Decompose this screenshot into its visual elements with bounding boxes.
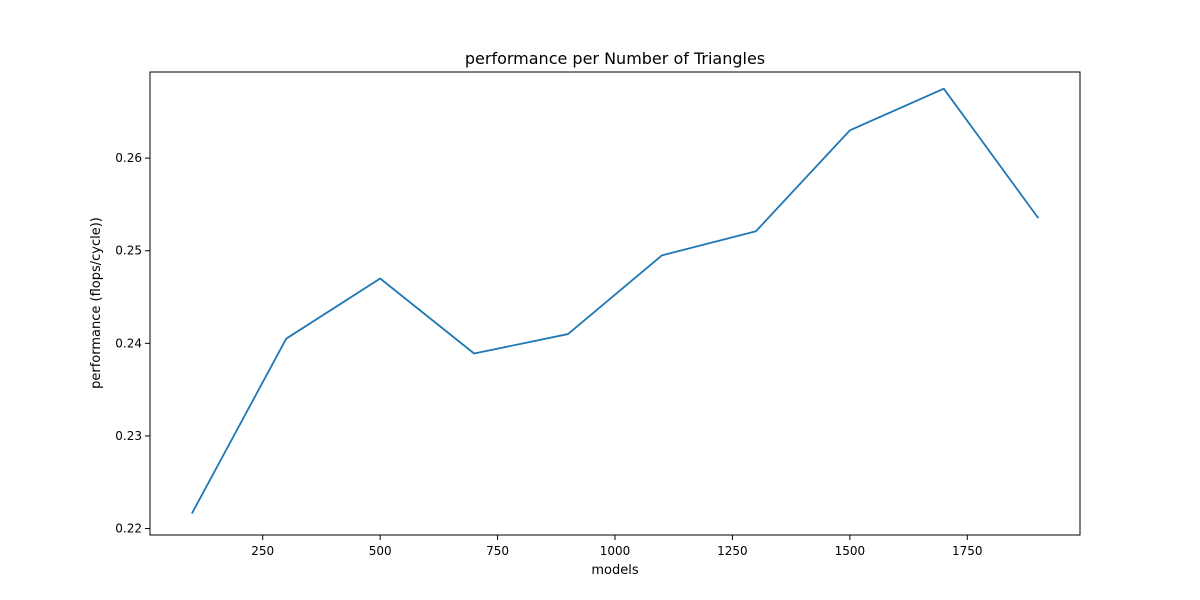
y-tick-label: 0.22 [115, 522, 142, 536]
plot-frame [149, 71, 1081, 536]
y-axis-label: performance (flops/cycle)) [89, 217, 104, 389]
y-tick-label: 0.25 [115, 244, 142, 258]
x-tick-label: 750 [486, 544, 509, 558]
y-tick-label: 0.26 [115, 151, 142, 165]
x-axis-label: models [591, 563, 638, 578]
x-axis-ticks: 250 500 750 1000 1250 1500 1750 [251, 535, 983, 558]
y-axis-ticks: 0.22 0.23 0.24 0.25 0.26 [115, 151, 150, 536]
chart-title: performance per Number of Triangles [465, 49, 765, 68]
x-tick-label: 250 [251, 544, 274, 558]
x-tick-label: 1250 [717, 544, 748, 558]
x-tick-label: 1750 [952, 544, 983, 558]
series-layer [191, 87, 1039, 514]
y-tick-label: 0.23 [115, 429, 142, 443]
x-tick-label: 1000 [600, 544, 631, 558]
x-tick-label: 1500 [835, 544, 866, 558]
series-line [191, 87, 1039, 514]
y-tick-label: 0.24 [115, 336, 142, 350]
x-tick-label: 500 [369, 544, 392, 558]
